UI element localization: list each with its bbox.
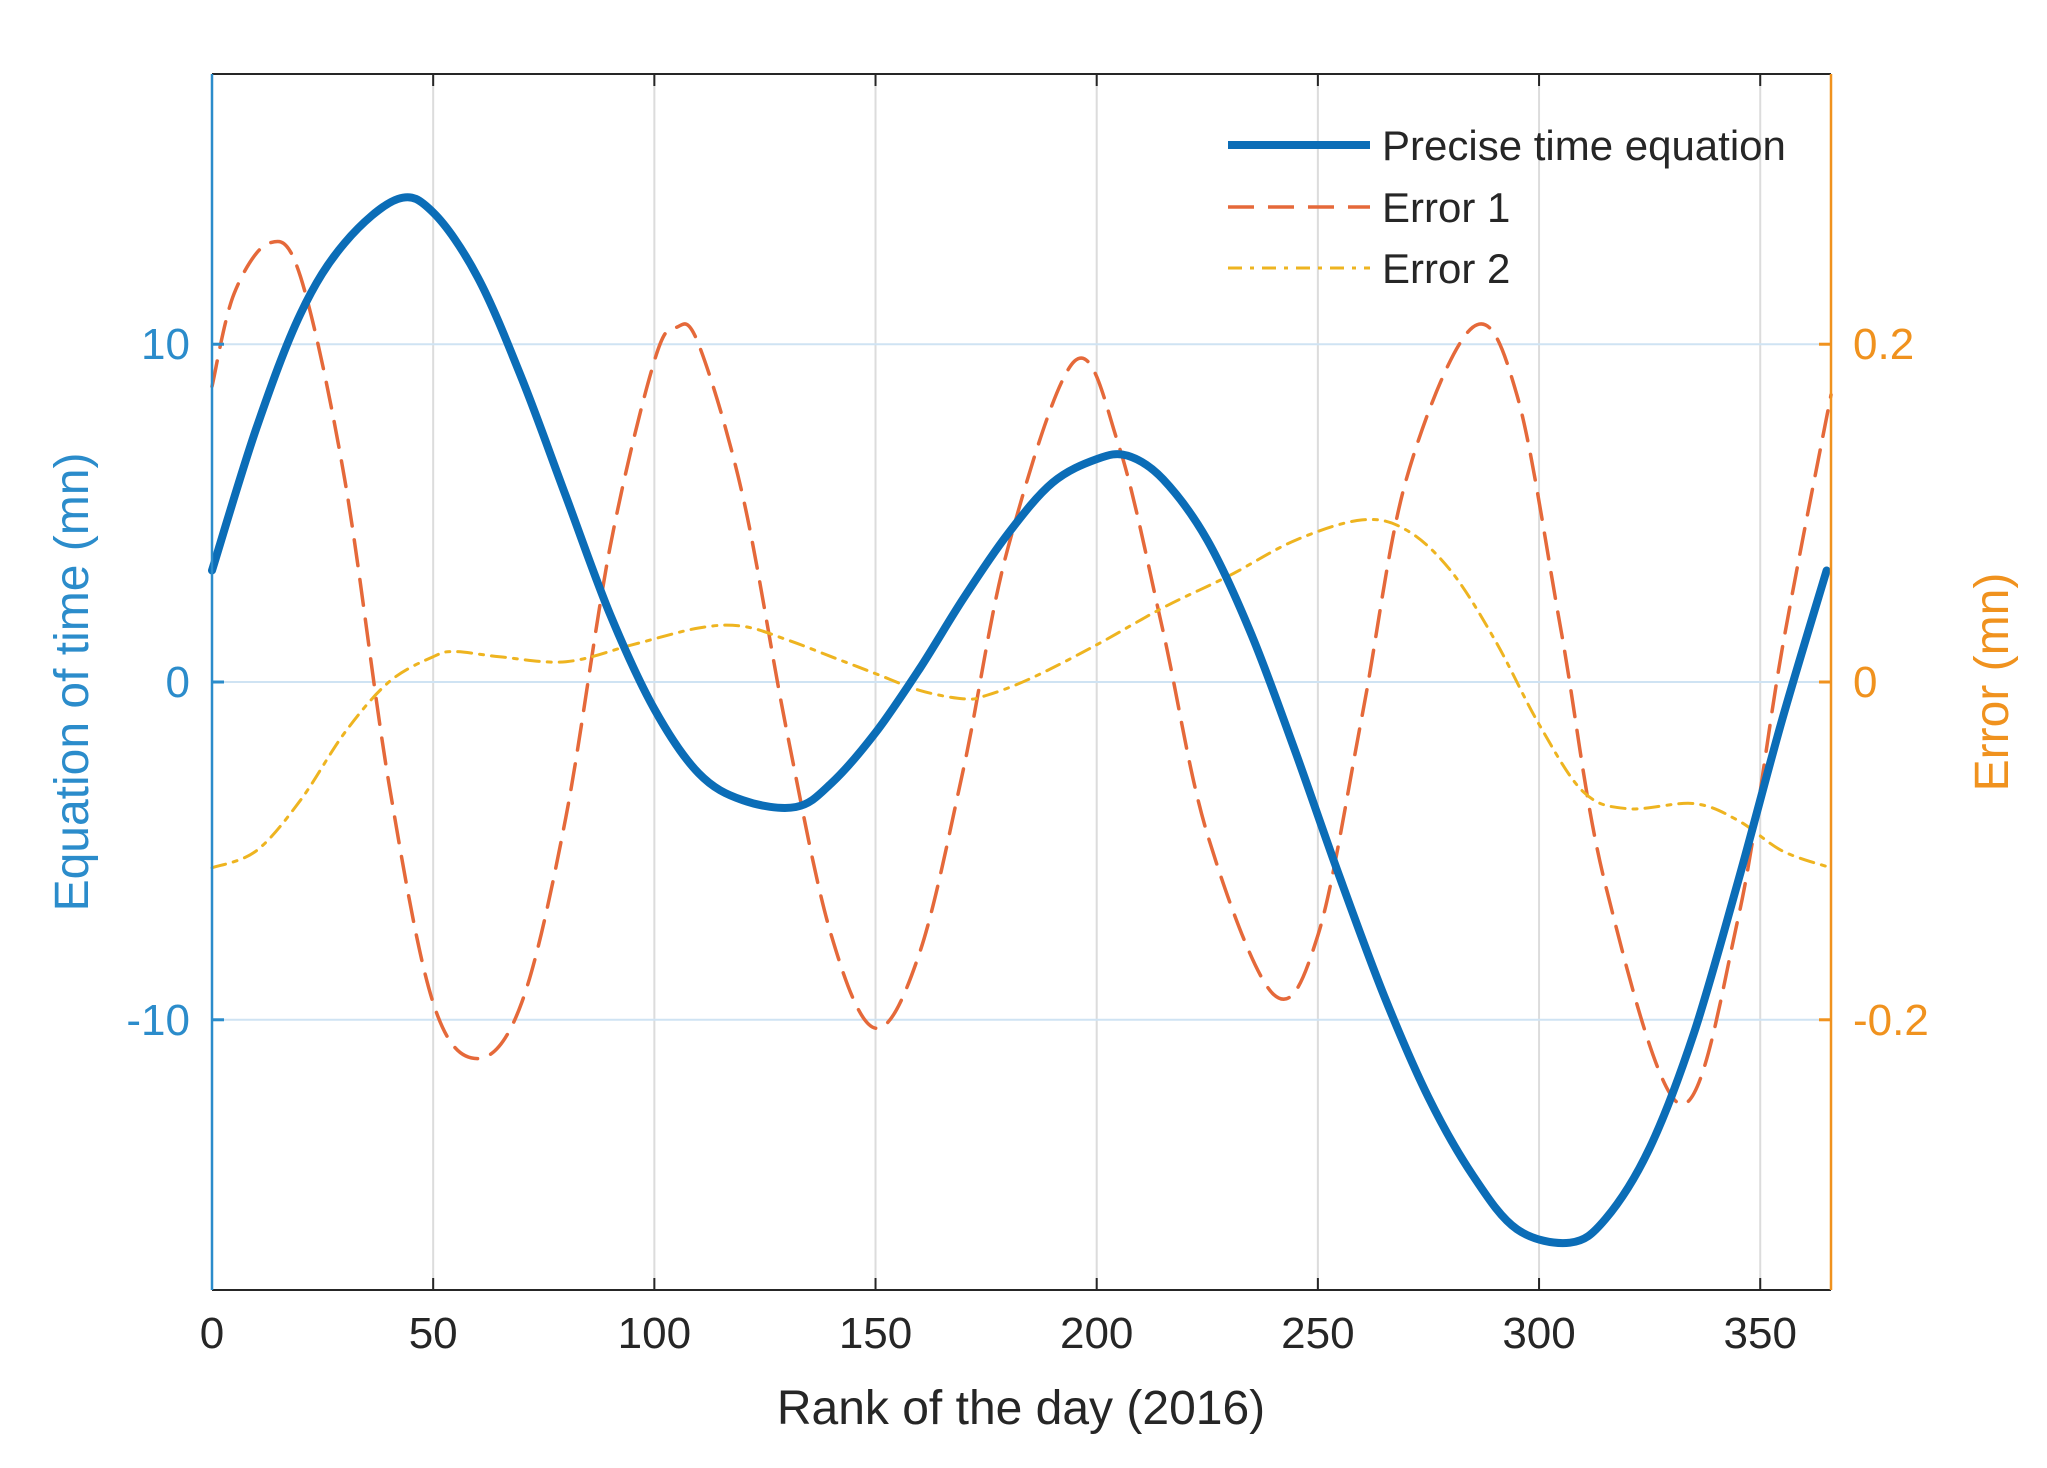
x-tick-label: 350 (1724, 1309, 1797, 1358)
axes-frame (210, 73, 1833, 1291)
x-tick-label: 150 (839, 1309, 912, 1358)
series-line-error-2 (210, 518, 1833, 870)
x-tick-label: 50 (409, 1309, 458, 1358)
y-tick-label-right: 0.2 (1853, 320, 1914, 369)
y-tick-label-right: 0 (1853, 658, 1877, 707)
x-tick-label: 100 (618, 1309, 691, 1358)
legend-label: Precise time equation (1382, 122, 1786, 169)
x-tick-label: 300 (1502, 1309, 1575, 1358)
legend: Precise time equation Error 1 Error 2 (1228, 122, 1786, 292)
y-tick-label-left: 10 (141, 320, 190, 369)
x-axis-label: Rank of the day (2016) (777, 1382, 1265, 1435)
series-lines (208, 193, 1833, 1248)
y-tick-label-left: -10 (126, 996, 190, 1045)
series-line-precise-time-equation (208, 193, 1831, 1248)
x-tick-label: 0 (200, 1309, 224, 1358)
y-tick-label-right: -0.2 (1853, 996, 1929, 1045)
y-axis-label-left: Equation of time (mn) (46, 453, 99, 912)
x-tick-label: 250 (1281, 1309, 1354, 1358)
y-tick-label-left: 0 (166, 658, 190, 707)
legend-label: Error 1 (1382, 184, 1510, 231)
series-line-error-1 (210, 239, 1833, 1106)
tick-labels: 0 50 100 150 200 250 300 350 -10 0 10 -0.2 0 0.2 (126, 320, 1928, 1358)
y-axis-label-right: Error (mn) (1966, 573, 2019, 792)
legend-label: Error 2 (1382, 245, 1510, 292)
x-tick-label: 200 (1060, 1309, 1133, 1358)
